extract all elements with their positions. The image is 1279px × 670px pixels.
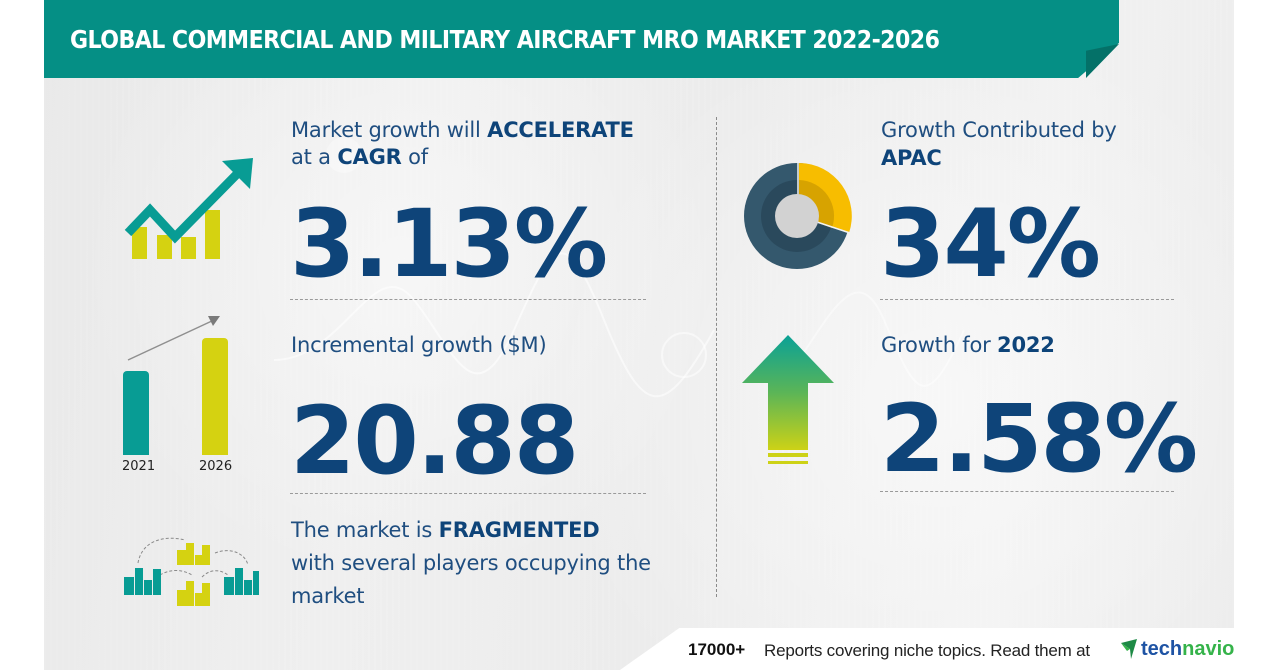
bar-label-2026: 2026 xyxy=(199,459,233,474)
incremental-label: Incremental growth ($M) xyxy=(291,333,547,357)
cagr-label-line2: at a CAGR of xyxy=(291,145,428,169)
technavio-logo-icon xyxy=(1121,639,1137,659)
logo-text-navio: navio xyxy=(1182,637,1235,660)
cagr-label-text: at a xyxy=(291,145,338,169)
footer-banner xyxy=(620,628,1279,670)
bar-2021 xyxy=(123,371,149,455)
cagr-label-text: of xyxy=(401,145,428,169)
background-wave-decoration xyxy=(273,137,965,398)
footer-report-count: 17000+ xyxy=(688,640,746,659)
divider-line xyxy=(880,491,1174,492)
bar-comparison-icon xyxy=(127,316,220,361)
fragmented-label-line3: market xyxy=(291,584,365,608)
region-label-line2: APAC xyxy=(881,146,942,170)
connected-buildings-icon xyxy=(124,537,259,606)
fragmented-label-line2: with several players occupying the xyxy=(291,551,651,575)
background-texture xyxy=(44,0,1234,670)
cagr-label-emphasis: ACCELERATE xyxy=(487,118,634,142)
column-divider xyxy=(716,117,717,597)
cagr-value: 3.13% xyxy=(290,190,608,299)
background-panel xyxy=(44,0,1234,670)
fragmented-label-line1: The market is FRAGMENTED xyxy=(291,518,600,542)
footer-text: Reports covering niche topics. Read them… xyxy=(764,641,1090,660)
divider-line xyxy=(880,299,1174,300)
divider-line xyxy=(290,299,646,300)
fragmented-label-text: The market is xyxy=(291,518,439,542)
donut-chart-icon xyxy=(744,161,852,269)
yoy-label-text: Growth for xyxy=(881,333,998,357)
cagr-label-text: Market growth will xyxy=(291,118,488,142)
logo-text-tech: tech xyxy=(1141,637,1183,660)
cagr-label-emphasis: CAGR xyxy=(337,145,402,169)
region-label-line1: Growth Contributed by xyxy=(881,118,1117,142)
page-title: GLOBAL COMMERCIAL AND MILITARY AIRCRAFT … xyxy=(70,25,940,54)
region-value: 34% xyxy=(880,190,1101,299)
incremental-value: 20.88 xyxy=(290,387,579,496)
fragmented-label-emphasis: FRAGMENTED xyxy=(438,518,600,542)
yoy-label-year: 2022 xyxy=(997,333,1055,357)
divider-line xyxy=(290,493,646,494)
technavio-logo[interactable]: tech navio xyxy=(1121,637,1234,661)
region-name: APAC xyxy=(881,146,942,170)
growth-chart-icon xyxy=(124,158,253,259)
yoy-value: 2.58% xyxy=(880,385,1198,494)
bar-2026 xyxy=(202,338,228,455)
header-ribbon xyxy=(44,0,1119,78)
up-arrow-icon xyxy=(742,335,834,464)
bar-label-2021: 2021 xyxy=(122,459,156,474)
cagr-label-line1: Market growth will ACCELERATE xyxy=(291,118,634,142)
yoy-label: Growth for 2022 xyxy=(881,333,1055,357)
